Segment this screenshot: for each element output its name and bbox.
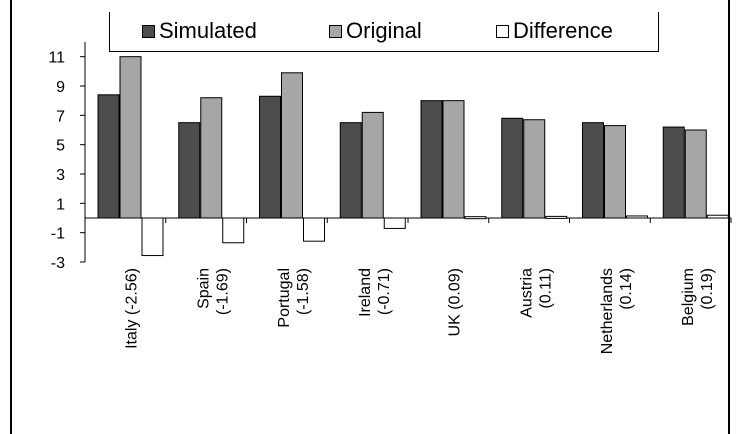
bar-difference-6 — [626, 215, 648, 219]
legend-label-original: Original — [346, 18, 422, 43]
category-label-6: Netherlands (0.14) — [599, 268, 635, 354]
y-tick-label: -3 — [51, 255, 65, 272]
bar-original-2 — [281, 72, 303, 219]
category-label-7: Belgium (0.19) — [680, 268, 716, 326]
bar-difference-3 — [383, 217, 406, 229]
bar-simulated-4 — [420, 100, 443, 219]
bar-difference-1 — [222, 217, 245, 244]
y-tick-label: 1 — [56, 196, 65, 213]
bar-simulated-7 — [662, 126, 685, 219]
y-tick-label: 11 — [48, 50, 65, 67]
category-labels: Italy (-2.56) Spain (-1.69) Portugal (-1.58)… — [124, 268, 716, 354]
bar-original-4 — [442, 100, 465, 219]
legend-item-simulated: Simulated — [142, 16, 257, 46]
y-tick-label: -1 — [51, 226, 65, 243]
bar-original-7 — [684, 129, 707, 219]
y-axis-ticks: 11 9 7 5 3 1 -1 -3 — [48, 50, 85, 272]
bar-simulated-6 — [582, 122, 604, 219]
y-tick-label: 7 — [56, 108, 65, 125]
category-label-3: Ireland (-0.71) — [357, 268, 393, 317]
bar-original-6 — [604, 125, 626, 219]
legend-item-difference: Difference — [496, 16, 613, 46]
category-ticks — [165, 218, 732, 223]
bar-difference-0 — [141, 217, 164, 257]
category-label-4: UK (0.09) — [447, 268, 464, 336]
legend-swatch-simulated — [142, 24, 155, 38]
y-tick-label: 9 — [56, 79, 65, 96]
y-tick-label: 3 — [56, 167, 65, 184]
bar-difference-4 — [464, 216, 487, 220]
chart-frame — [10, 0, 730, 434]
bar-difference-5 — [545, 215, 568, 219]
legend-swatch-difference — [496, 24, 509, 38]
bar-original-5 — [523, 119, 546, 219]
bar-difference-2 — [303, 217, 325, 242]
bars — [97, 56, 729, 257]
bar-simulated-1 — [178, 122, 201, 219]
bar-simulated-0 — [97, 94, 120, 219]
legend: Simulated Original Difference — [109, 12, 659, 52]
category-label-5: Austria (0.11) — [518, 268, 554, 318]
bar-simulated-5 — [501, 117, 524, 219]
legend-label-simulated: Simulated — [159, 18, 257, 43]
bar-original-1 — [200, 97, 223, 219]
bar-difference-7 — [706, 214, 729, 219]
category-label-2: Portugal (-1.58) — [276, 268, 312, 328]
legend-swatch-original — [329, 24, 342, 38]
category-label-0: Italy (-2.56) — [124, 268, 141, 349]
y-tick-label: 5 — [56, 138, 65, 155]
legend-label-difference: Difference — [513, 18, 613, 43]
legend-item-original: Original — [329, 16, 422, 46]
bar-original-0 — [119, 56, 142, 219]
bar-original-3 — [361, 111, 384, 219]
bar-simulated-2 — [259, 95, 281, 219]
category-label-1: Spain (-1.69) — [195, 268, 231, 315]
bar-simulated-3 — [339, 122, 362, 219]
